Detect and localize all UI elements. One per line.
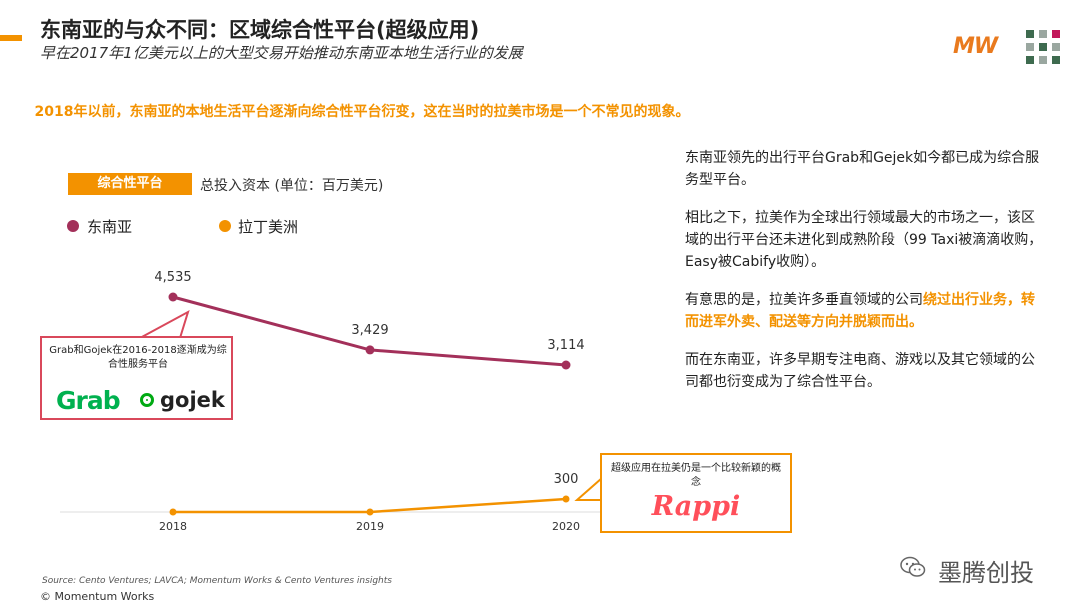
source-note: Source: Cento Ventures; LAVCA; Momentum … — [42, 576, 392, 586]
copyright: © Momentum Works — [40, 590, 155, 603]
momentum-works-logo: MW — [953, 34, 998, 59]
wechat-account-name: 墨腾创投 — [938, 559, 1034, 587]
gojek-logo: gojek — [160, 388, 225, 412]
data-point-sea-2018 — [168, 292, 178, 302]
data-point-sea-2019 — [365, 345, 375, 355]
commentary-p3: 有意思的是，拉美许多垂直领域的公司绕过出行业务，转而进军外卖、配送等方向并脱颖而… — [685, 289, 1045, 333]
page-subtitle: 早在2017年1亿美元以上的大型交易开始推动东南亚本地生活行业的发展 — [40, 44, 523, 62]
gojek-logo-icon — [140, 393, 154, 407]
rappi-callout: 超级应用在拉美仍是一个比较新颖的概念 Rappi — [600, 453, 792, 533]
page-title: 东南亚的与众不同：区域综合性平台(超级应用) — [40, 18, 480, 42]
data-point-sea-2020 — [561, 360, 571, 370]
grid-logo-icon — [1026, 30, 1060, 64]
rappi-callout-note: 超级应用在拉美仍是一个比较新颖的概念 — [611, 463, 781, 488]
data-point-latam-2018 — [169, 508, 177, 516]
wechat-icon — [900, 556, 926, 577]
chart-description: 总投入资本 (单位：百万美元) — [200, 178, 384, 194]
x-tick-label-2019: 2019 — [356, 520, 384, 533]
category-badge: 综合性平台 — [68, 173, 192, 195]
data-label-sea-2020: 3,114 — [547, 338, 584, 353]
commentary-p2: 相比之下，拉美作为全球出行领域最大的市场之一，该区域的出行平台还未进化到成熟阶段… — [685, 210, 1043, 270]
rappi-logo: Rappi — [651, 491, 741, 522]
commentary-p1: 东南亚领先的出行平台Grab和Gejek如今都已成为综合服务型平台。 — [685, 150, 1040, 188]
x-tick-label-2020: 2020 — [552, 520, 580, 533]
data-label-latam-2020: 300 — [554, 472, 579, 487]
legend-label-latam: 拉丁美洲 — [238, 218, 299, 236]
legend-label-sea: 东南亚 — [87, 218, 133, 236]
grab-logo: Grab — [56, 386, 121, 415]
commentary-p4: 而在东南亚，许多早期专注电商、游戏以及其它领域的公司都也衍变成为了综合性平台。 — [685, 352, 1035, 390]
rappi-callout-pointer — [574, 475, 603, 501]
data-label-sea-2018: 4,535 — [154, 270, 191, 285]
legend-dot-latam — [219, 220, 231, 232]
commentary-p3-highlight: 绕过出行业务，转而进军外卖、配送等方向并脱颖而出。 — [685, 292, 1035, 330]
grab-gojek-callout: Grab和Gojek在2016-2018逐渐成为综合性服务平台 Grab goj… — [40, 336, 233, 420]
orange-heading: 2018年以前，东南亚的本地生活平台逐渐向综合性平台衍变，这在当时的拉美市场是一… — [34, 104, 690, 120]
commentary-panel: 东南亚领先的出行平台Grab和Gejek如今都已成为综合服务型平台。 相比之下，… — [685, 147, 1045, 409]
grab-callout-pointer — [139, 309, 190, 339]
data-point-latam-2019 — [366, 508, 374, 516]
legend-dot-sea — [67, 220, 79, 232]
grab-callout-note: Grab和Gojek在2016-2018逐渐成为综合性服务平台 — [49, 345, 227, 370]
data-point-latam-2020 — [562, 495, 570, 503]
x-tick-label-2018: 2018 — [159, 520, 187, 533]
accent-bar — [0, 35, 22, 41]
commentary-p3-plain: 有意思的是，拉美许多垂直领域的公司 — [685, 292, 923, 308]
data-label-sea-2019: 3,429 — [351, 323, 388, 338]
